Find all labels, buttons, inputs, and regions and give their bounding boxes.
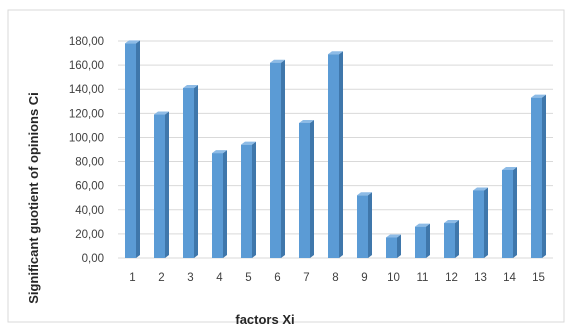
- x-tick-label: 12: [445, 272, 458, 284]
- x-tick-label: 10: [387, 272, 400, 284]
- bar: [270, 59, 285, 259]
- bar: [386, 234, 401, 258]
- y-tick-label: 20,00: [75, 229, 104, 241]
- bar-top: [154, 111, 169, 115]
- bar-top: [415, 223, 430, 227]
- bar-top: [299, 119, 314, 123]
- bar: [415, 223, 430, 258]
- bar-side: [310, 119, 314, 258]
- bar-side: [252, 141, 256, 258]
- y-tick-label: 40,00: [75, 205, 104, 217]
- bar-front: [386, 237, 397, 258]
- bar-front: [531, 97, 542, 259]
- y-axis-title: Significant guotient of opinions Ci: [26, 92, 41, 304]
- bar-side: [281, 59, 285, 259]
- bar: [357, 192, 372, 258]
- bar-front: [212, 153, 223, 258]
- y-tick-label: 180,00: [69, 36, 104, 48]
- y-tick-label: 0,00: [82, 253, 104, 265]
- bar: [125, 40, 140, 259]
- bar-front: [154, 114, 165, 259]
- y-tick-label: 60,00: [75, 181, 104, 193]
- bar: [241, 141, 256, 258]
- x-tick-label: 7: [303, 272, 309, 284]
- bar-front: [299, 122, 310, 258]
- bar: [531, 94, 546, 259]
- bar-top: [125, 40, 140, 44]
- bar-side: [194, 85, 198, 259]
- bar: [444, 220, 459, 258]
- bar-side: [397, 234, 401, 258]
- x-tick-label: 15: [532, 272, 545, 284]
- x-axis-title: factors Xi: [235, 312, 294, 327]
- bar-front: [125, 43, 136, 259]
- x-tick-label: 14: [503, 272, 516, 284]
- bar-top: [270, 59, 285, 63]
- x-tick-label: 13: [474, 272, 487, 284]
- x-tick-label: 4: [216, 272, 223, 284]
- bar-side: [426, 223, 430, 258]
- bar-side: [513, 166, 517, 258]
- bar: [473, 187, 488, 258]
- y-tick-label: 140,00: [69, 84, 104, 96]
- bar-top: [241, 141, 256, 145]
- bar-top: [328, 51, 343, 55]
- bar-front: [444, 223, 455, 258]
- bar: [328, 51, 343, 259]
- bar: [183, 85, 198, 259]
- x-tick-label: 2: [158, 272, 164, 284]
- bar: [212, 150, 227, 258]
- bar-top: [386, 234, 401, 238]
- x-tick-label: 6: [274, 272, 280, 284]
- y-tick-labels: 0,00 20,00 40,00 60,00 80,00 100,00 120,00 140,…: [69, 36, 104, 265]
- bar-top: [357, 192, 372, 196]
- bar-top: [473, 187, 488, 191]
- bar-front: [270, 62, 281, 259]
- bar-top: [444, 220, 459, 224]
- bar: [502, 166, 517, 258]
- bar-front: [502, 169, 513, 258]
- bar-top: [531, 94, 546, 98]
- bar-side: [484, 187, 488, 258]
- bars: [125, 40, 546, 259]
- x-tick-labels: 1 2 3 4 5 6 7 8 9 10 11 12 13 14 15: [129, 272, 545, 284]
- y-tick-label: 80,00: [75, 157, 104, 169]
- x-tick-label: 1: [129, 272, 135, 284]
- bar-top: [183, 85, 198, 89]
- bar-front: [415, 226, 426, 258]
- x-tick-label: 8: [332, 272, 338, 284]
- bar-front: [183, 88, 194, 259]
- bar-side: [339, 51, 343, 259]
- bar-front: [357, 195, 368, 258]
- bar-top: [212, 150, 227, 154]
- bar: [154, 111, 169, 259]
- y-tick-label: 120,00: [69, 108, 104, 120]
- bar-front: [473, 190, 484, 258]
- bar-front: [328, 54, 339, 259]
- bar-side: [136, 40, 140, 259]
- x-tick-label: 3: [187, 272, 193, 284]
- bar-side: [368, 192, 372, 258]
- bar-side: [455, 220, 459, 258]
- bar-side: [223, 150, 227, 258]
- x-tick-label: 5: [245, 272, 251, 284]
- y-tick-label: 160,00: [69, 60, 104, 72]
- x-tick-label: 11: [417, 272, 429, 284]
- bar: [299, 119, 314, 258]
- y-tick-label: 100,00: [69, 132, 104, 144]
- bar-side: [542, 94, 546, 259]
- bar-side: [165, 111, 169, 259]
- bar-front: [241, 144, 252, 258]
- bar-top: [502, 166, 517, 170]
- chart-frame: [7, 9, 565, 323]
- x-tick-label: 9: [361, 272, 367, 284]
